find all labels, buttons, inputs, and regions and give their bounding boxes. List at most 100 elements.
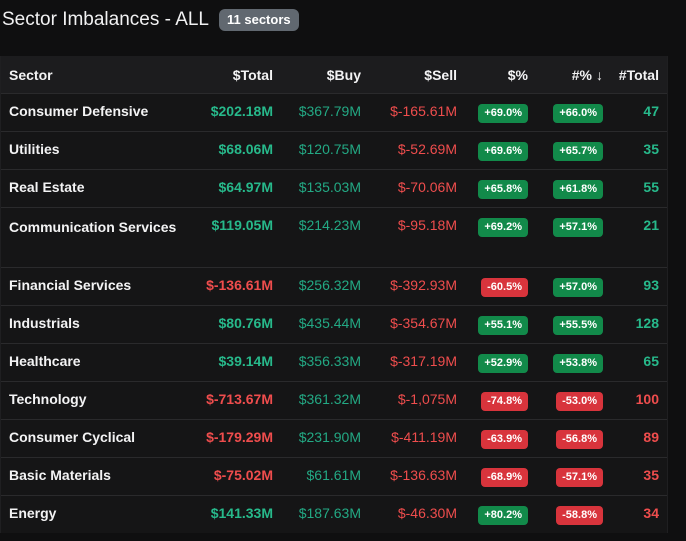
count-percent-cell: +53.8% — [528, 344, 603, 373]
total-cell: $80.76M — [218, 315, 273, 331]
sell-cell: $-392.93M — [390, 277, 457, 293]
buy-cell: $435.44M — [298, 315, 361, 331]
sell-cell: $-136.63M — [390, 467, 457, 483]
count-total-cell: 93 — [643, 277, 659, 293]
table-row[interactable]: Technology $-713.67M $361.32M $-1,075M -74.8… — [1, 381, 667, 419]
dollar-percent-badge: -63.9% — [481, 430, 528, 449]
sell-cell: $-1,075M — [397, 391, 457, 407]
count-percent-cell: -53.0% — [528, 382, 603, 411]
dollar-percent-cell: +69.0% — [457, 94, 528, 123]
column-header-total[interactable]: $Total — [232, 66, 273, 83]
count-percent-cell: -57.1% — [528, 458, 603, 487]
column-header-buy[interactable]: $Buy — [326, 66, 361, 83]
buy-cell: $231.90M — [298, 429, 361, 445]
sector-name-cell: Financial Services — [9, 277, 132, 293]
count-total-cell: 47 — [643, 103, 659, 119]
sell-cell: $-95.18M — [397, 217, 457, 233]
dollar-percent-badge: +80.2% — [478, 506, 528, 525]
count-percent-badge: +66.0% — [553, 104, 603, 123]
sector-table: Sector $Total $Buy $Sell $% #% ↓ #Total C… — [0, 56, 668, 533]
buy-cell: $356.33M — [298, 353, 361, 369]
dollar-percent-cell: -68.9% — [457, 458, 528, 487]
dollar-percent-badge: +65.8% — [478, 180, 528, 199]
total-cell: $-75.02M — [213, 467, 273, 483]
dollar-percent-cell: +65.8% — [457, 170, 528, 199]
count-percent-badge: +61.8% — [553, 180, 603, 199]
table-row[interactable]: Consumer Defensive $202.18M $367.79M $-165.… — [1, 93, 667, 131]
count-total-cell: 100 — [635, 391, 659, 407]
count-total-cell: 35 — [643, 141, 659, 157]
dollar-percent-badge: -74.8% — [481, 392, 528, 411]
count-percent-badge: +65.7% — [553, 142, 603, 161]
dollar-percent-cell: -74.8% — [457, 382, 528, 411]
sector-count-badge: 11 sectors — [219, 9, 299, 31]
table-row[interactable]: Consumer Cyclical $-179.29M $231.90M $-411.… — [1, 419, 667, 457]
sector-name-cell: Consumer Defensive — [9, 103, 149, 119]
column-header-count-percent[interactable]: #% ↓ — [528, 67, 603, 83]
count-total-cell: 65 — [643, 353, 659, 369]
sort-arrow-down-icon: ↓ — [596, 66, 603, 83]
table-row[interactable]: Utilities $68.06M $120.75M $-52.69M +69.6% +6… — [1, 131, 667, 169]
dollar-percent-badge: +52.9% — [478, 354, 528, 373]
count-total-cell: 128 — [635, 315, 659, 331]
count-percent-cell: +61.8% — [528, 170, 603, 199]
count-percent-cell: +66.0% — [528, 94, 603, 123]
column-header-sell[interactable]: $Sell — [424, 66, 457, 83]
sell-cell: $-46.30M — [397, 505, 457, 521]
sector-name-cell: Consumer Cyclical — [9, 429, 136, 445]
sector-name-cell: Real Estate — [9, 179, 85, 195]
count-percent-badge: +57.0% — [553, 278, 603, 297]
total-cell: $119.05M — [211, 217, 274, 233]
dollar-percent-badge: +55.1% — [478, 316, 528, 335]
table-row[interactable]: Communication Services $119.05M $214.23M $-… — [1, 207, 667, 267]
count-percent-cell: +57.0% — [528, 268, 603, 297]
dollar-percent-cell: +55.1% — [457, 306, 528, 335]
count-total-cell: 35 — [643, 467, 659, 483]
table-row[interactable]: Basic Materials $-75.02M $61.61M $-136.63M -… — [1, 457, 667, 495]
table-row[interactable]: Real Estate $64.97M $135.03M $-70.06M +65.8%… — [1, 169, 667, 207]
column-header-count-total[interactable]: #Total — [618, 66, 659, 83]
page-title: Sector Imbalances - ALL — [2, 9, 209, 30]
count-percent-badge: +53.8% — [553, 354, 603, 373]
count-percent-badge: -58.8% — [556, 506, 603, 525]
total-cell: $202.18M — [210, 103, 273, 119]
title-row: Sector Imbalances - ALL 11 sectors — [0, 8, 299, 32]
dollar-percent-cell: +69.6% — [457, 132, 528, 161]
column-header-dollar-percent[interactable]: $% — [507, 66, 528, 83]
dollar-percent-cell: -60.5% — [457, 268, 528, 297]
total-cell: $-136.61M — [206, 277, 273, 293]
total-cell: $141.33M — [210, 505, 273, 521]
table-row[interactable]: Energy $141.33M $187.63M $-46.30M +80.2% -58.… — [1, 495, 667, 533]
count-total-cell: 55 — [643, 179, 659, 195]
sell-cell: $-354.67M — [390, 315, 457, 331]
sell-cell: $-317.19M — [390, 353, 457, 369]
sector-name-cell: Energy — [9, 505, 57, 521]
count-percent-badge: -56.8% — [556, 430, 603, 449]
total-cell: $39.14M — [218, 353, 273, 369]
buy-cell: $367.79M — [298, 103, 361, 119]
table-row[interactable]: Financial Services $-136.61M $256.32M $-392… — [1, 267, 667, 305]
column-header-count-percent-label: #% — [571, 66, 592, 83]
buy-cell: $361.32M — [298, 391, 361, 407]
count-total-cell: 34 — [643, 505, 659, 521]
count-percent-cell: -58.8% — [528, 496, 603, 525]
table-row[interactable]: Industrials $80.76M $435.44M $-354.67M +55.1… — [1, 305, 667, 343]
total-cell: $64.97M — [218, 179, 273, 195]
sell-cell: $-411.19M — [391, 429, 457, 445]
table-row[interactable]: Healthcare $39.14M $356.33M $-317.19M +52.9%… — [1, 343, 667, 381]
sector-name-cell: Technology — [9, 391, 87, 407]
dollar-percent-badge: +69.0% — [478, 104, 528, 123]
dollar-percent-badge: +69.2% — [478, 218, 528, 237]
column-header-sector[interactable]: Sector — [9, 66, 53, 83]
count-total-cell: 89 — [643, 429, 659, 445]
total-cell: $-179.29M — [206, 429, 273, 445]
count-percent-badge: +57.1% — [553, 218, 603, 237]
dollar-percent-cell: +52.9% — [457, 344, 528, 373]
total-cell: $68.06M — [218, 141, 273, 157]
dollar-percent-cell: -63.9% — [457, 420, 528, 449]
dollar-percent-badge: -68.9% — [481, 468, 528, 487]
buy-cell: $187.63M — [298, 505, 361, 521]
count-percent-badge: -57.1% — [556, 468, 603, 487]
count-percent-badge: -53.0% — [556, 392, 603, 411]
